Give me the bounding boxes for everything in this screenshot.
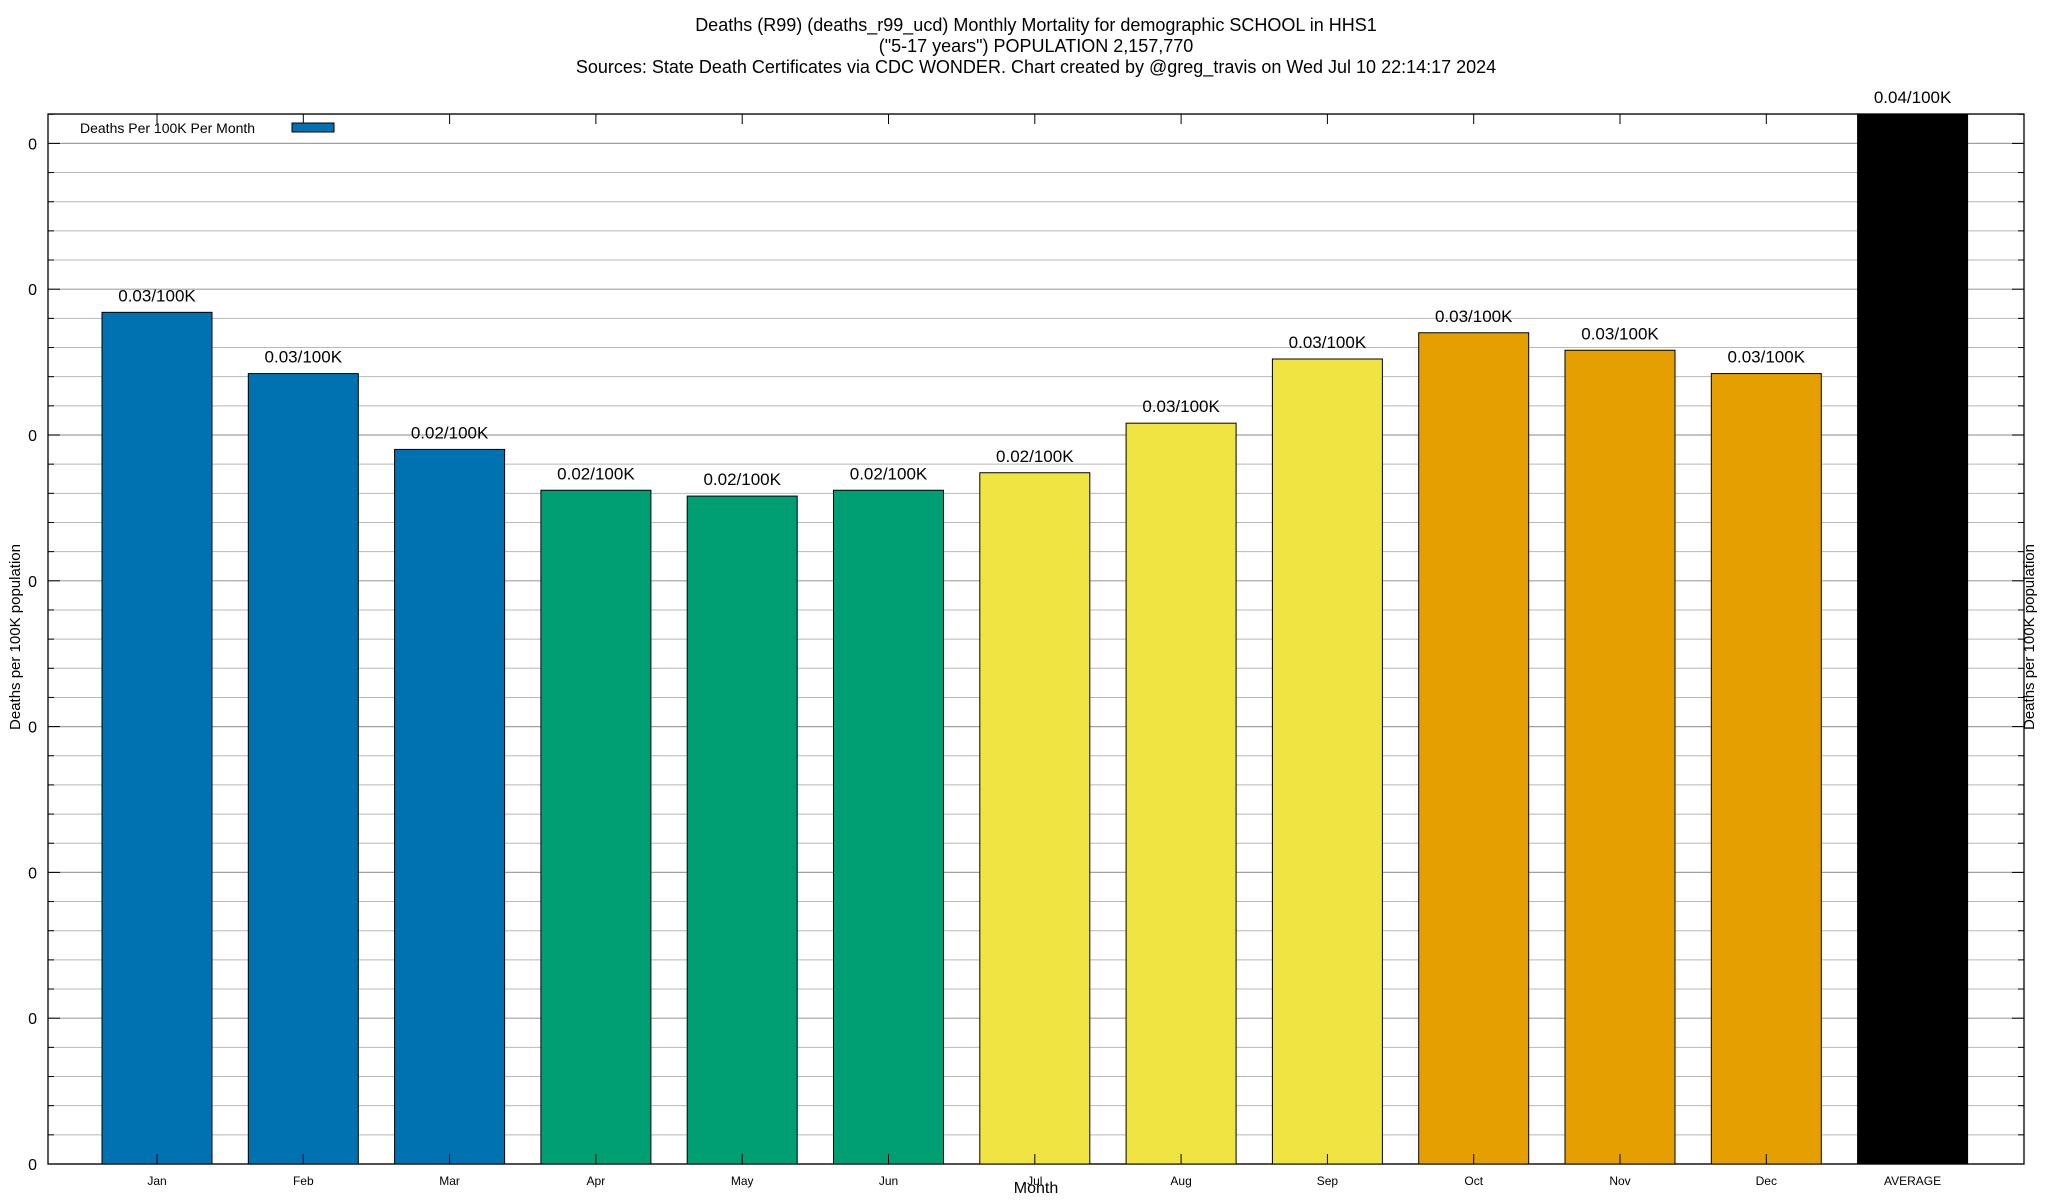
bar-jan bbox=[101, 311, 213, 1165]
y2-axis-label: Deaths per 100K population bbox=[2021, 544, 2038, 730]
x-axis-label: Month bbox=[1014, 1180, 1058, 1197]
bar-apr bbox=[540, 489, 652, 1165]
y-axis-label: Deaths per 100K population bbox=[7, 544, 24, 730]
bar-value-label: 0.02/100K bbox=[703, 470, 781, 489]
bar-value-label: 0.02/100K bbox=[996, 447, 1074, 466]
legend: Deaths Per 100K Per Month bbox=[80, 120, 335, 136]
bar-value-label: 0.03/100K bbox=[1728, 348, 1806, 367]
x-tick-label: Oct bbox=[1464, 1174, 1483, 1188]
x-tick-label: Jun bbox=[879, 1174, 898, 1188]
bar-dec bbox=[1710, 373, 1822, 1165]
y-tick-label: 0 bbox=[28, 1157, 37, 1174]
bar-may bbox=[686, 495, 798, 1165]
bar-feb bbox=[247, 373, 359, 1165]
bar-value-label: 0.04/100K bbox=[1874, 88, 1952, 107]
bars: 0.03/100K 0.03/100K 0.02/100K 0.02/100K 0.02… bbox=[101, 88, 1969, 1165]
bar-jun bbox=[833, 489, 944, 1165]
bar-value-label: 0.02/100K bbox=[411, 423, 489, 442]
x-tick-label: Nov bbox=[1609, 1174, 1630, 1188]
x-tick-label: Jul bbox=[1027, 1174, 1042, 1188]
legend-label: Deaths Per 100K Per Month bbox=[80, 120, 255, 136]
bar-jul bbox=[979, 472, 1091, 1165]
bar-value-label: 0.03/100K bbox=[1142, 397, 1220, 416]
x-tick-label: Jan bbox=[147, 1174, 166, 1188]
chart-title-line: Deaths (R99) (deaths_r99_ucd) Monthly Mo… bbox=[695, 15, 1377, 36]
y-tick-label: 0 bbox=[28, 574, 37, 591]
x-tick-label: Mar bbox=[439, 1174, 460, 1188]
y-tick-label: 0 bbox=[28, 1011, 37, 1028]
x-tick-label: AVERAGE bbox=[1884, 1174, 1941, 1188]
legend-swatch bbox=[291, 122, 335, 133]
bar-value-label: 0.03/100K bbox=[118, 286, 196, 305]
bar-value-label: 0.02/100K bbox=[557, 464, 635, 483]
x-tick-label: Aug bbox=[1170, 1174, 1191, 1188]
bar-average bbox=[1857, 113, 1969, 1165]
bar-nov bbox=[1564, 349, 1676, 1165]
x-tick-label: Dec bbox=[1756, 1174, 1777, 1188]
y-axis-ticks: 0 0 0 0 0 0 0 0 bbox=[28, 113, 2024, 1174]
bar-value-label: 0.03/100K bbox=[1435, 307, 1513, 326]
y-tick-label: 0 bbox=[28, 865, 37, 882]
chart-title-line: ("5-17 years") POPULATION 2,157,770 bbox=[879, 36, 1194, 56]
y-tick-label: 0 bbox=[28, 282, 37, 299]
x-tick-label: Apr bbox=[587, 1174, 606, 1188]
x-tick-label: Sep bbox=[1317, 1174, 1339, 1188]
bar-value-label: 0.02/100K bbox=[850, 464, 928, 483]
chart-titles: Deaths (R99) (deaths_r99_ucd) Monthly Mo… bbox=[576, 15, 1496, 78]
x-tick-label: Feb bbox=[293, 1174, 314, 1188]
bar-oct bbox=[1418, 332, 1530, 1165]
chart-title-line: Sources: State Death Certificates via CD… bbox=[576, 57, 1496, 78]
bar-aug bbox=[1125, 422, 1237, 1165]
bar-mar bbox=[394, 448, 506, 1165]
y-tick-label: 0 bbox=[28, 720, 37, 737]
x-axis-ticks: Jan Feb Mar Apr May Jun Jul Aug Sep Oct Nov Dec AVER… bbox=[147, 114, 1941, 1188]
bar-sep bbox=[1271, 358, 1383, 1165]
y-tick-label: 0 bbox=[28, 136, 37, 153]
bar-value-label: 0.03/100K bbox=[1581, 324, 1659, 343]
bar-value-label: 0.03/100K bbox=[1289, 333, 1367, 352]
x-tick-label: May bbox=[731, 1174, 754, 1188]
y-tick-label: 0 bbox=[28, 428, 37, 445]
bar-value-label: 0.03/100K bbox=[265, 348, 343, 367]
